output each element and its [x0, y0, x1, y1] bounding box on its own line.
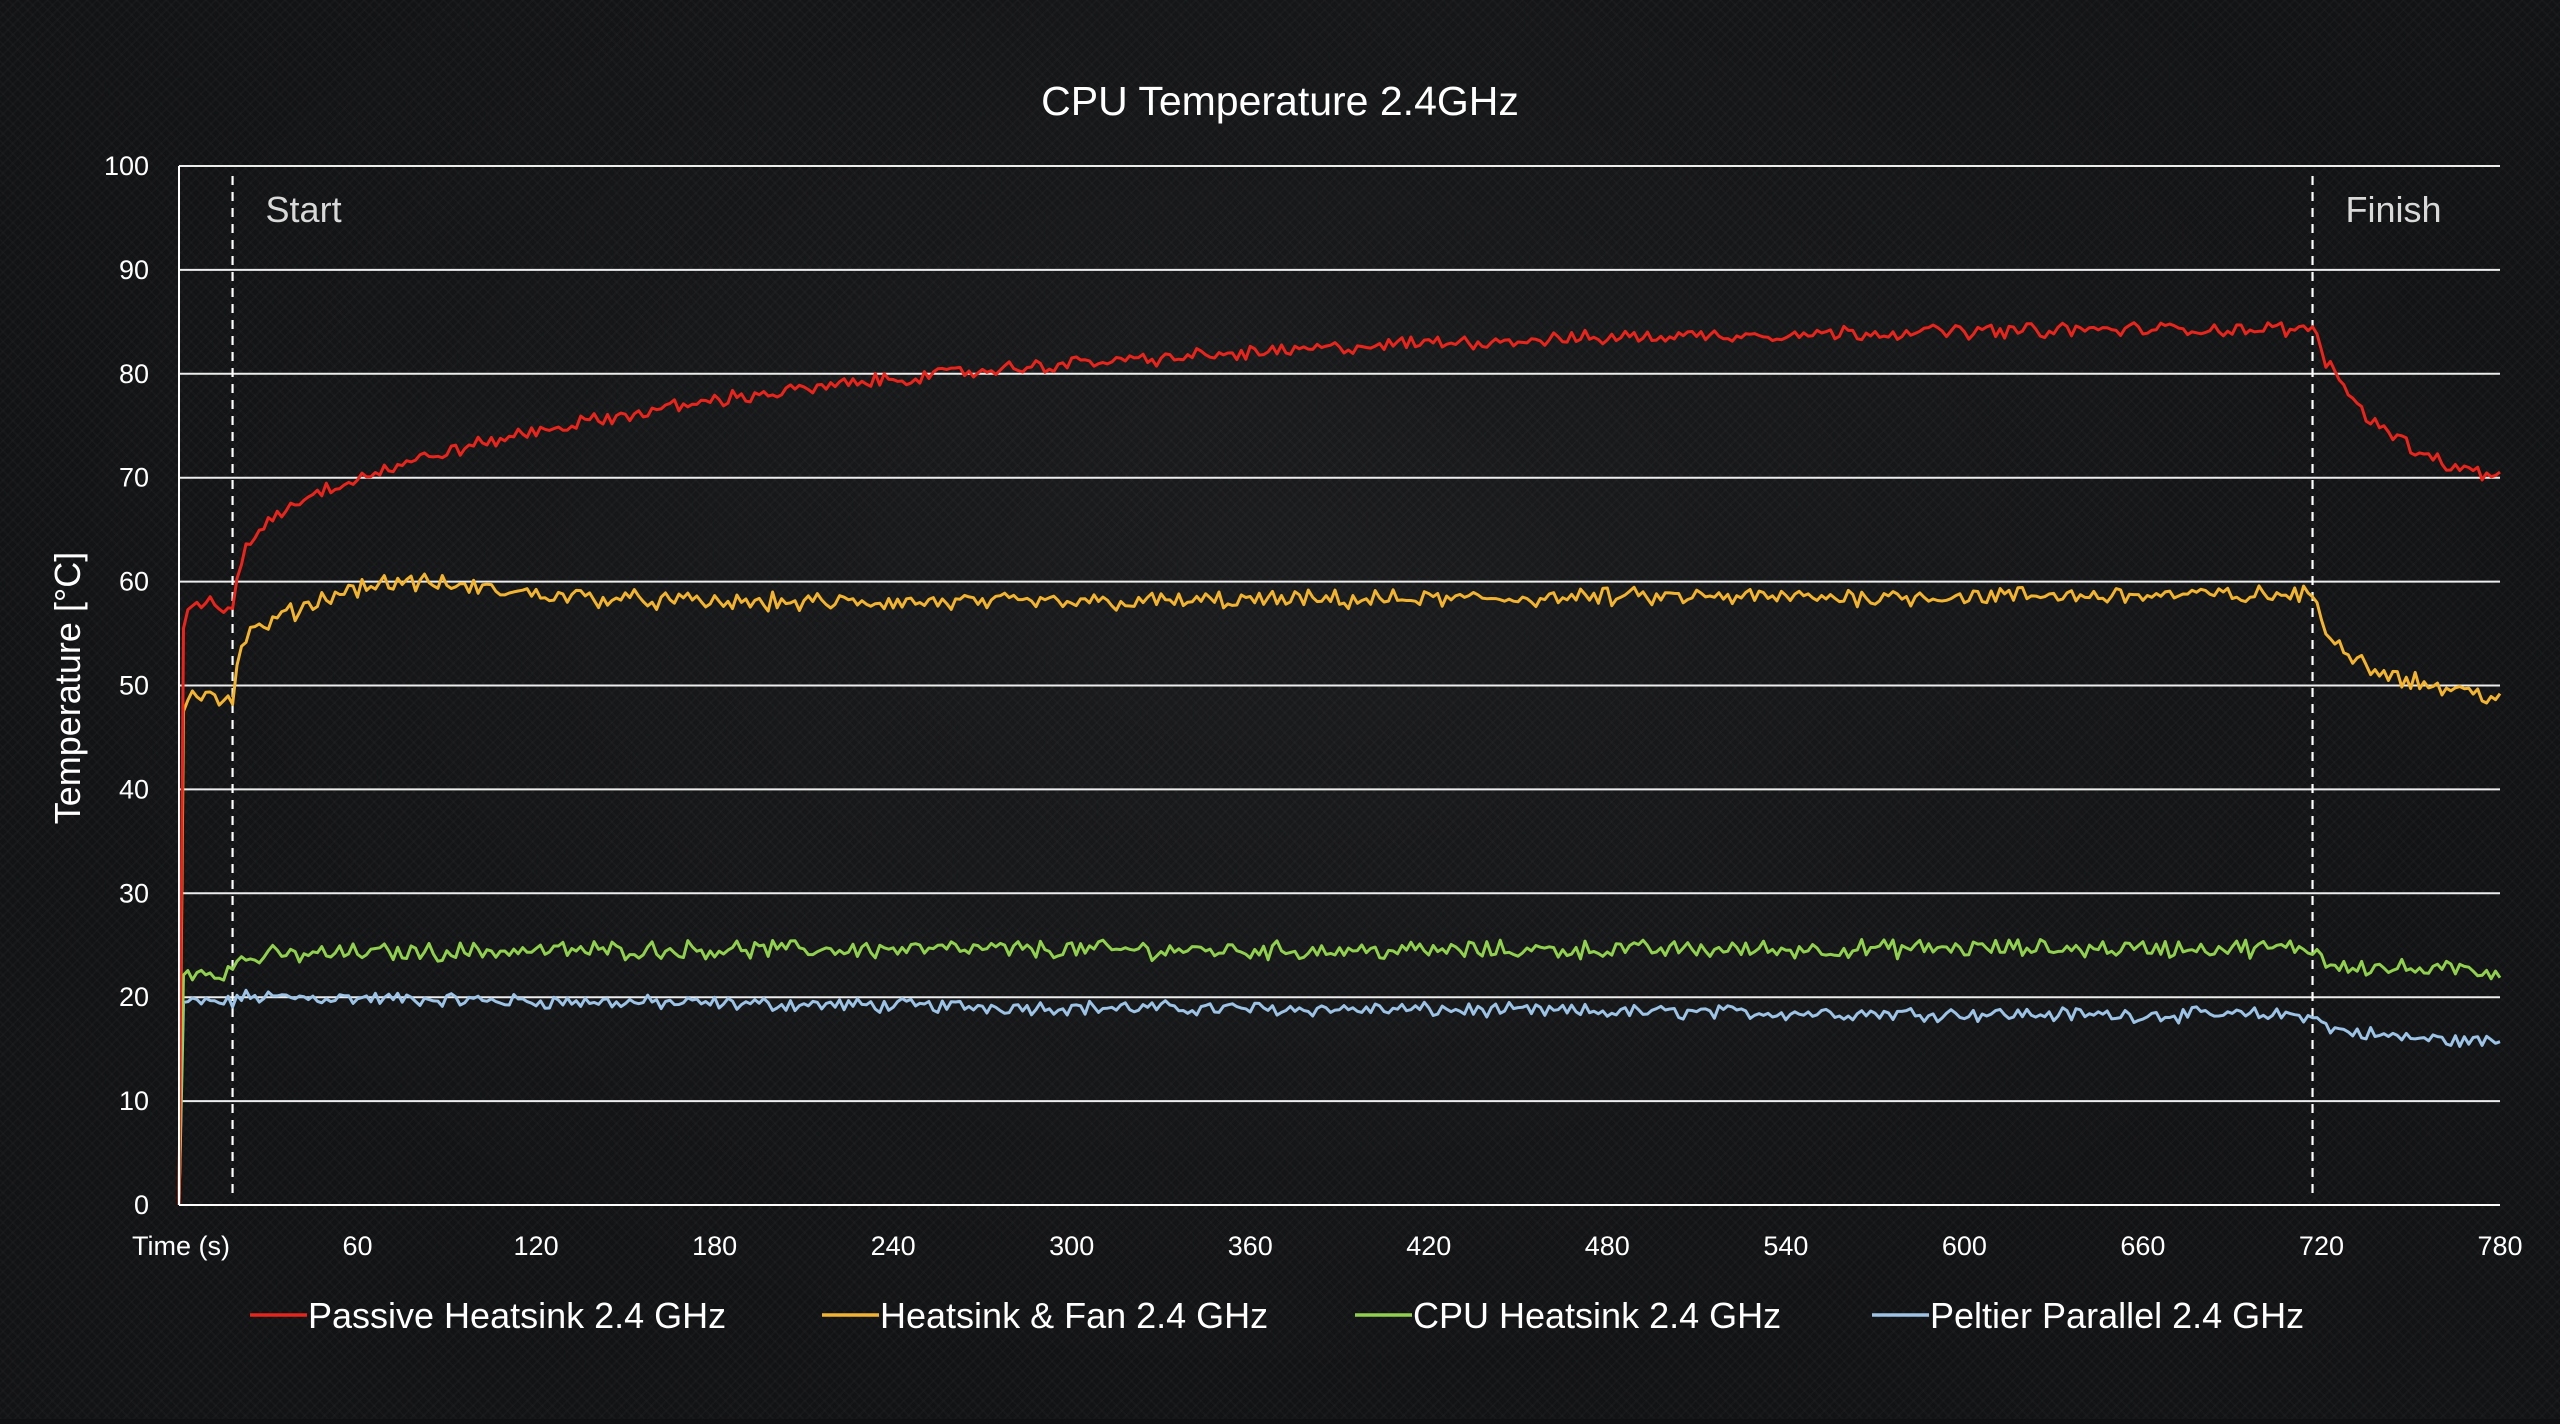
series-line-peltier-parallel-2-4-ghz [177, 988, 2501, 1206]
x-tick-label: 300 [1049, 1231, 1094, 1261]
series-line-heatsink-fan-2-4-ghz [177, 572, 2502, 1206]
marker-lines: Start Finish [231, 176, 2442, 1195]
y-tick-label: 20 [119, 982, 149, 1012]
legend-label: Peltier Parallel 2.4 GHz [1930, 1295, 2304, 1336]
x-tick-label: 240 [871, 1231, 916, 1261]
x-tick-label: 360 [1228, 1231, 1273, 1261]
y-tick-label: 0 [134, 1190, 149, 1220]
legend-label: Passive Heatsink 2.4 GHz [308, 1295, 726, 1336]
x-tick-label: 180 [692, 1231, 737, 1261]
legend-label: CPU Heatsink 2.4 GHz [1413, 1295, 1781, 1336]
x-axis-label: Time (s) [132, 1231, 230, 1261]
legend-label: Heatsink & Fan 2.4 GHz [880, 1295, 1268, 1336]
x-tick-label: 480 [1585, 1231, 1630, 1261]
y-tick-label: 40 [119, 774, 149, 804]
series-line-passive-heatsink-2-4-ghz [177, 321, 2501, 1206]
y-tick-label: 100 [104, 151, 149, 181]
y-tick-label: 70 [119, 463, 149, 493]
legend: Passive Heatsink 2.4 GHz Heatsink & Fan 2… [250, 1295, 2304, 1336]
marker-label-start: Start [266, 189, 342, 230]
y-tick-label: 50 [119, 671, 149, 701]
y-tick-label: 60 [119, 567, 149, 597]
y-tick-label: 80 [119, 359, 149, 389]
y-tick-label: 30 [119, 878, 149, 908]
x-tick-label: 120 [514, 1231, 559, 1261]
series-line-cpu-heatsink-2-4-ghz [177, 938, 2502, 1206]
y-tick-label: 10 [119, 1086, 149, 1116]
x-tick-label: 780 [2477, 1231, 2522, 1261]
y-axis-label: Temperature [°C] [47, 552, 88, 825]
x-tick-label: 60 [343, 1231, 373, 1261]
marker-label-finish: Finish [2346, 189, 2442, 230]
y-tick-label: 90 [119, 255, 149, 285]
axes: 0 10 20 30 40 50 60 70 80 90 100 Time (s) 60 120 180 24… [104, 151, 2523, 1261]
chart-title: CPU Temperature 2.4GHz [1041, 78, 1519, 124]
x-tick-label: 720 [2299, 1231, 2344, 1261]
series-lines [177, 321, 2502, 1206]
x-tick-label: 420 [1406, 1231, 1451, 1261]
gridlines [179, 165, 2500, 1103]
x-tick-label: 540 [1763, 1231, 1808, 1261]
x-tick-label: 660 [2120, 1231, 2165, 1261]
x-tick-label: 600 [1942, 1231, 1987, 1261]
